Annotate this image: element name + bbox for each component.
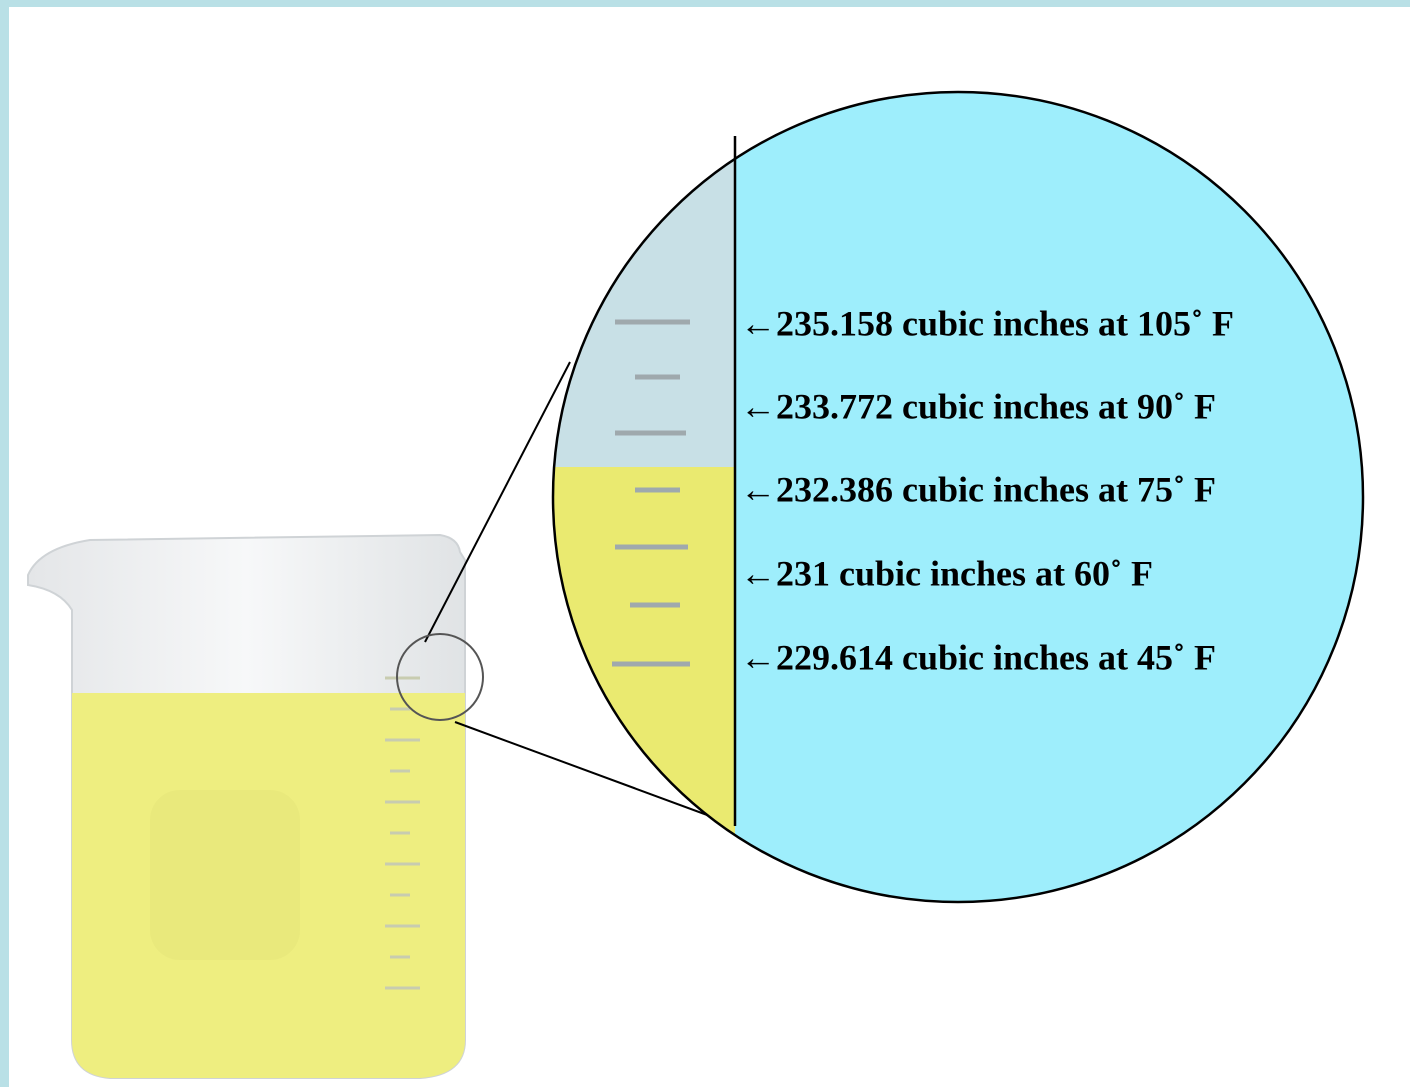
volume-label: ←235.158 cubic inches at 105˚ F xyxy=(740,303,1234,343)
illustration: ←235.158 cubic inches at 105˚ F ←233.772 … xyxy=(0,0,1410,1087)
page: ←235.158 cubic inches at 105˚ F ←233.772 … xyxy=(0,0,1410,1087)
volume-label: ←231 cubic inches at 60˚ F xyxy=(740,553,1153,593)
volume-label: ←233.772 cubic inches at 90˚ F xyxy=(740,386,1216,426)
beaker xyxy=(28,535,465,1078)
volume-label: ←229.614 cubic inches at 45˚ F xyxy=(740,637,1216,677)
volume-label: ←232.386 cubic inches at 75˚ F xyxy=(740,469,1216,509)
